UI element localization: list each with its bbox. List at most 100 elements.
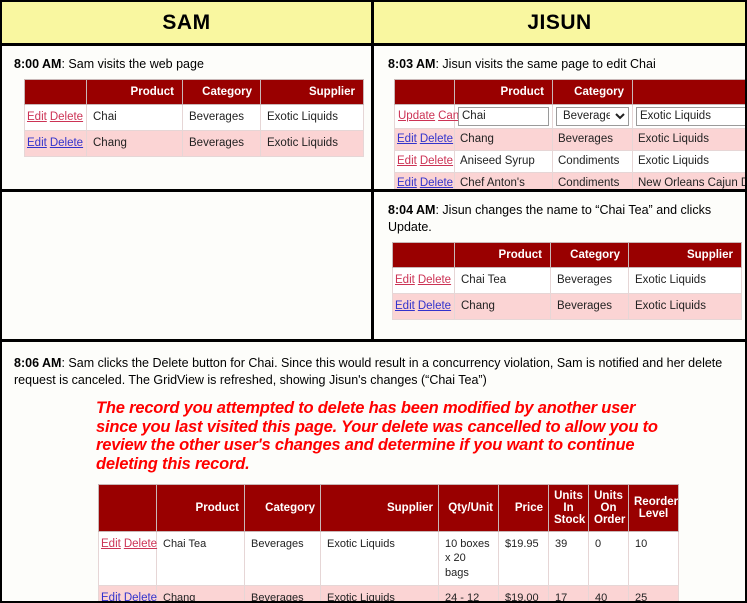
cell-supplier: Exotic Liquids [632, 127, 745, 151]
cell-category: Condiments [552, 171, 633, 189]
edit-link[interactable]: Edit [101, 537, 121, 550]
table-row: Edit Delete Chang Beverages Exotic Liquid… [24, 129, 364, 157]
cell-category: Beverages [552, 127, 633, 151]
header-jisun-label: JISUN [527, 10, 592, 34]
caption-time: 8:04 AM [388, 203, 436, 217]
row-commands: Edit Delete [392, 292, 455, 320]
row-commands-edit: Update Cancel [394, 103, 474, 129]
category-dropdown[interactable]: Beverages [556, 106, 629, 126]
gridview-header-row: Product Category Supplier [24, 78, 364, 105]
panel-sam-empty [2, 192, 374, 339]
column-headers: SAM JISUN [2, 2, 745, 46]
delete-link[interactable]: Delete [419, 132, 454, 145]
cell-supplier: Exotic Liquids [632, 149, 745, 173]
delete-link[interactable]: Delete [123, 537, 158, 550]
cell-category: Beverages [244, 530, 321, 586]
delete-link[interactable]: Delete [417, 273, 452, 286]
edit-link[interactable]: Edit [101, 591, 121, 601]
edit-link[interactable]: Edit [397, 154, 417, 167]
table-row: Edit Delete Chai Tea Beverages Exotic Liq… [392, 266, 742, 294]
cell-product: Chang [86, 129, 183, 157]
column-header-price: Price [498, 483, 549, 532]
column-header-category: Category [182, 78, 261, 105]
caption-sam-800: 8:00 AM: Sam visits the web page [14, 56, 371, 73]
column-header-category: Category [552, 78, 633, 105]
delete-link[interactable]: Delete [123, 591, 158, 601]
column-header-supplier: Supplier [260, 78, 364, 105]
cell-units-on-order: 40 [588, 584, 629, 601]
header-sam-label: SAM [162, 10, 211, 34]
cell-product-edit [454, 103, 553, 129]
column-header-category: Category [550, 241, 629, 268]
column-header-product: Product [454, 241, 551, 268]
table-row: Edit Delete Chang Beverages Exotic Liquid… [98, 584, 679, 601]
gridview-jisun-804: Product Category Supplier Edit Delete Cha… [392, 241, 742, 320]
table-row: Edit Delete Chang Beverages Exotic Liquid… [392, 292, 742, 320]
cell-product: Chai Tea [454, 266, 551, 294]
edit-link[interactable]: Edit [27, 136, 47, 149]
header-jisun: JISUN [374, 2, 745, 43]
edit-link[interactable]: Edit [395, 273, 415, 286]
cell-category: Condiments [552, 149, 633, 173]
delete-link[interactable]: Delete [49, 136, 84, 149]
header-sam: SAM [2, 2, 374, 43]
delete-link[interactable]: Delete [417, 299, 452, 312]
panel-jisun-803: 8:03 AM: Jisun visits the same page to e… [374, 46, 745, 189]
column-header-supplier: Supplier [632, 78, 745, 105]
delete-link[interactable]: Delete [419, 154, 454, 167]
cell-product: Chai Tea [156, 530, 245, 586]
cell-supplier: New Orleans Cajun Delights [632, 171, 745, 189]
column-header-supplier: Supplier [628, 241, 742, 268]
update-link[interactable]: Update [398, 109, 436, 122]
cell-category: Beverages [182, 129, 261, 157]
column-header-product: Product [86, 78, 183, 105]
supplier-input[interactable] [636, 106, 745, 126]
row-commands: Edit Delete [394, 149, 455, 173]
cell-price: $19.95 [498, 530, 549, 586]
edit-link[interactable]: Edit [395, 299, 415, 312]
edit-link[interactable]: Edit [397, 176, 417, 189]
panel-sam-800: 8:00 AM: Sam visits the web page Product… [2, 46, 374, 189]
column-header-commands [394, 78, 455, 105]
caption-text: : Sam clicks the Delete button for Chai.… [14, 356, 723, 387]
column-header-category: Category [244, 483, 321, 532]
timeline-grid: 8:00 AM: Sam visits the web page Product… [2, 46, 745, 345]
gridview-sam-806: Product Category Supplier Qty/Unit Price… [98, 483, 679, 601]
panel-jisun-804: 8:04 AM: Jisun changes the name to “Chai… [374, 192, 745, 339]
cell-product: Chang [156, 584, 245, 601]
product-name-input[interactable] [458, 106, 549, 126]
caption-time: 8:06 AM [14, 356, 62, 370]
delete-link[interactable]: Delete [49, 110, 84, 123]
table-row: Edit Delete Chai Tea Beverages Exotic Liq… [98, 530, 679, 586]
column-header-commands [24, 78, 87, 105]
column-header-supplier: Supplier [320, 483, 439, 532]
column-header-product: Product [156, 483, 245, 532]
cell-reorder-level: 25 [628, 584, 679, 601]
cell-product: Chef Anton's Cajun [454, 171, 553, 189]
edit-link[interactable]: Edit [27, 110, 47, 123]
row-commands: Edit Delete [394, 127, 455, 151]
cell-category: Beverages [550, 292, 629, 320]
cell-supplier: Exotic Liquids [320, 584, 439, 601]
gridview-header-row: Product Category Supplier [394, 78, 745, 105]
cell-units-on-order: 0 [588, 530, 629, 586]
column-header-product: Product [454, 78, 553, 105]
gridview-header-row: Product Category Supplier [392, 241, 742, 268]
caption-text: : Jisun visits the same page to edit Cha… [435, 57, 656, 71]
delete-link[interactable]: Delete [419, 176, 454, 189]
cell-supplier: Exotic Liquids [260, 103, 364, 131]
caption-sam-806: 8:06 AM: Sam clicks the Delete button fo… [14, 355, 735, 389]
cell-supplier: Exotic Liquids [628, 292, 742, 320]
caption-text: : Jisun changes the name to “Chai Tea” a… [388, 203, 712, 234]
gridview-header-row: Product Category Supplier Qty/Unit Price… [98, 483, 679, 532]
cell-product: Aniseed Syrup [454, 149, 553, 173]
row-commands: Edit Delete [24, 103, 87, 131]
edit-link[interactable]: Edit [397, 132, 417, 145]
timeline-row-2: 8:04 AM: Jisun changes the name to “Chai… [2, 192, 745, 342]
column-header-units-in-stock: Units In Stock [548, 483, 589, 532]
row-commands: Edit Delete [24, 129, 87, 157]
